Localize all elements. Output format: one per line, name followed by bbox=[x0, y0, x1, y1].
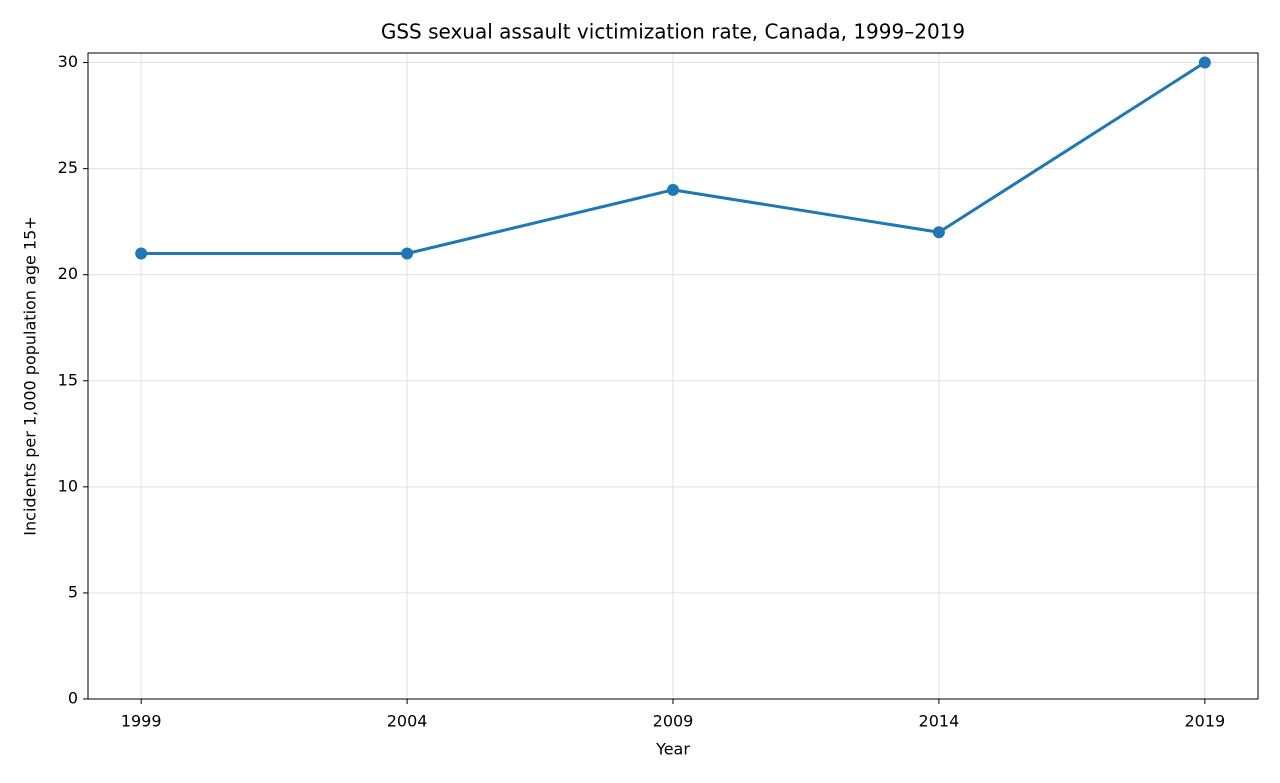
x-tick-label: 2019 bbox=[1184, 712, 1225, 731]
data-point bbox=[932, 226, 945, 239]
y-tick-label: 5 bbox=[68, 582, 78, 601]
plot-frame bbox=[87, 52, 1259, 700]
x-axis-label: Year bbox=[655, 740, 690, 759]
x-tick-label: 1999 bbox=[121, 712, 162, 731]
data-point bbox=[401, 247, 414, 260]
data-point bbox=[667, 183, 679, 196]
y-axis-label: Incidents per 1,000 population age 15+ bbox=[21, 216, 40, 535]
x-tick-label: 2014 bbox=[919, 712, 960, 731]
x-tick-label: 2009 bbox=[653, 712, 694, 731]
y-tick-label: 25 bbox=[58, 158, 78, 177]
x-tick-label: 2004 bbox=[387, 712, 428, 731]
y-tick-label: 0 bbox=[68, 689, 78, 708]
chart-title: GSS sexual assault victimization rate, C… bbox=[381, 20, 965, 44]
y-tick-label: 20 bbox=[58, 264, 78, 283]
y-tick-label: 15 bbox=[58, 370, 78, 389]
y-tick-label: 10 bbox=[58, 476, 78, 495]
y-tick-label: 30 bbox=[58, 52, 78, 71]
data-point bbox=[135, 247, 148, 260]
data-point bbox=[1198, 56, 1211, 69]
